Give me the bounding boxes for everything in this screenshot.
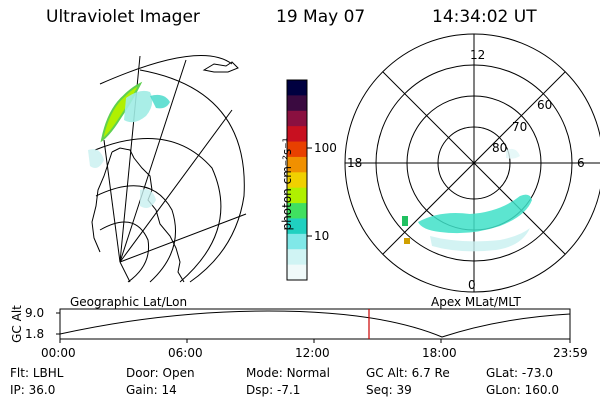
emission-patch — [150, 94, 170, 109]
polar-axis-diag — [382, 71, 566, 255]
colorbar-segment — [287, 233, 307, 250]
info-gain: Gain: 14 — [126, 383, 177, 397]
map-grid-arc — [139, 69, 245, 283]
polar-plot — [344, 33, 600, 293]
colorbar-segment — [287, 264, 307, 281]
colorbar-unit-label: photon cm⁻²s⁻¹ — [280, 137, 294, 231]
auroral-oval-patch — [418, 194, 532, 234]
map-grid-arc — [94, 138, 222, 283]
map-grid-arc — [95, 185, 176, 283]
colorbar-segment — [287, 156, 307, 173]
map-meridian — [119, 213, 247, 263]
colorbar-segment — [287, 187, 307, 204]
mlat-label-60: 60 — [537, 98, 553, 112]
colorbar-segment — [287, 249, 307, 266]
colorbar-segment — [287, 80, 307, 96]
colorbar-tick-label-10: 10 — [314, 229, 330, 243]
timeline-frame — [59, 308, 571, 340]
instrument-title: Ultraviolet Imager — [46, 7, 200, 27]
info-mode: Mode: Normal — [246, 366, 330, 380]
info-gc-alt: GC Alt: 6.7 Re — [366, 366, 450, 380]
emission-patch — [124, 90, 153, 123]
mlt-label-6: 6 — [577, 156, 585, 170]
altitude-curve — [59, 310, 571, 338]
info-glon: GLon: 160.0 — [486, 383, 559, 397]
emission-spot — [402, 216, 408, 226]
x-tick-label-0000: 00:00 — [41, 346, 76, 360]
map-meridian — [119, 261, 131, 283]
timeline-y-axis-label: GC Alt — [10, 305, 24, 343]
map-meridian — [119, 109, 233, 263]
map-grid-arc — [99, 221, 150, 283]
emission-patch — [506, 148, 520, 159]
geographic-map — [91, 55, 247, 283]
x-tick-label-1200: 12:00 — [295, 346, 330, 360]
mlt-label-18: 18 — [347, 156, 363, 170]
x-tick-label-2359: 23:59 — [553, 346, 588, 360]
mlat-label-70: 70 — [512, 120, 528, 134]
colorbar — [286, 79, 308, 281]
emission-spot — [404, 238, 410, 244]
colorbar-segment — [287, 218, 307, 235]
colorbar-segment — [287, 172, 307, 189]
island-outline — [202, 61, 239, 73]
timeline-left-title: Geographic Lat/Lon — [70, 295, 188, 309]
emission-patch — [88, 149, 104, 168]
colorbar-segment — [287, 141, 307, 158]
x-tick-label-1800: 18:00 — [422, 346, 457, 360]
colorbar-tick-label-100: 100 — [314, 141, 337, 155]
y-tick-label-9: 9.0 — [25, 306, 45, 320]
timeline-panel — [56, 308, 571, 343]
info-flt: Flt: LBHL — [10, 366, 64, 380]
auroral-oval-patch — [430, 228, 530, 252]
colorbar-segment — [287, 110, 307, 127]
map-grid-arc — [99, 55, 233, 85]
map-meridian — [119, 59, 187, 263]
info-seq: Seq: 39 — [366, 383, 412, 397]
time-label: 14:34:02 UT — [432, 7, 537, 27]
map-meridian — [103, 139, 121, 263]
mlat-label-80: 80 — [492, 141, 508, 155]
polar-emission — [402, 148, 532, 252]
y-tick-label-1-8: 1.8 — [25, 327, 45, 341]
colorbar-segment — [287, 95, 307, 112]
x-tick-label-0600: 06:00 — [168, 346, 203, 360]
info-door: Door: Open — [126, 366, 195, 380]
timeline-right-title: Apex MLat/MLT — [431, 295, 521, 309]
colorbar-frame — [286, 79, 308, 281]
emission-patch — [140, 189, 156, 208]
date-label: 19 May 07 — [276, 7, 366, 27]
info-ip: IP: 36.0 — [10, 383, 56, 397]
info-glat: GLat: -73.0 — [486, 366, 553, 380]
coastline — [91, 151, 113, 253]
colorbar-segment — [287, 126, 307, 143]
mlt-label-12: 12 — [470, 48, 486, 62]
mlt-label-0: 0 — [468, 278, 476, 292]
colorbar-segment — [287, 203, 307, 219]
geographic-emission — [88, 81, 170, 208]
info-dsp: Dsp: -7.1 — [246, 383, 301, 397]
